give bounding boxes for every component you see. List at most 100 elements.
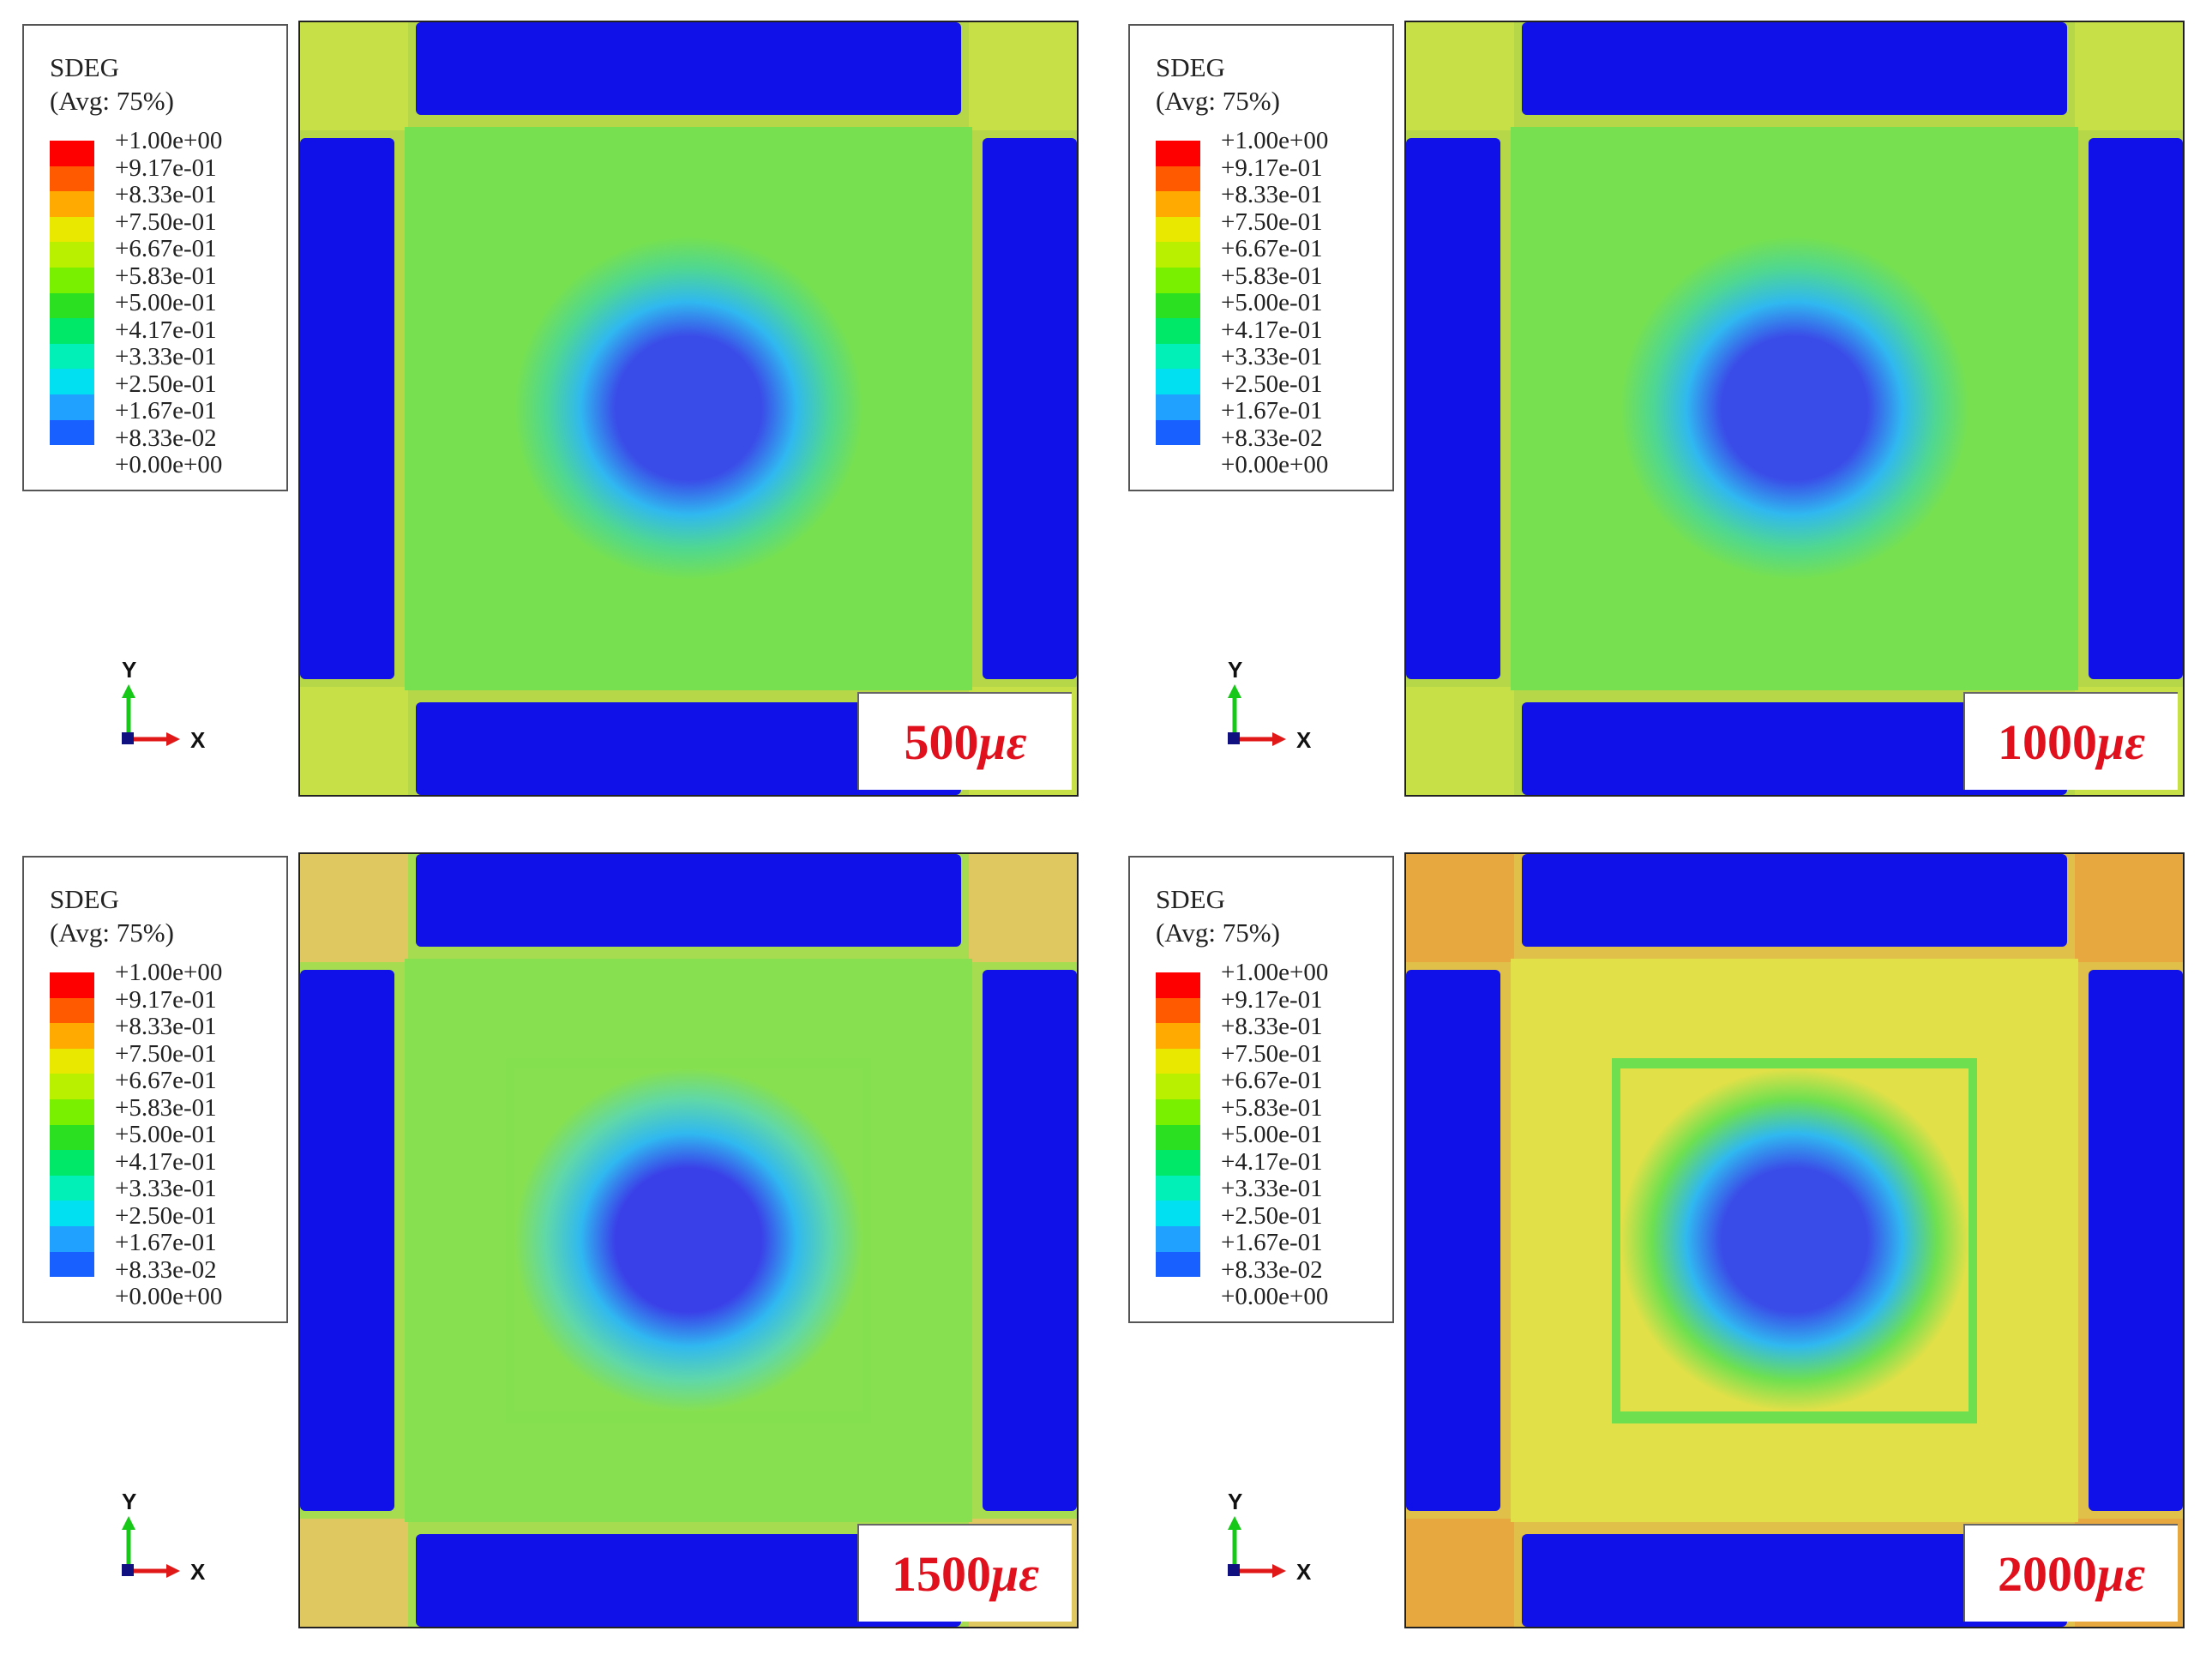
- legend: SDEG (Avg: 75%) +1.00e+00 +9.17e-01 +8.33e…: [22, 856, 288, 1323]
- legend-tick-label: +7.50e-01: [115, 208, 217, 236]
- color-bar-segment: [1156, 1175, 1200, 1201]
- corner-region: [300, 22, 408, 130]
- color-bar-segment: [50, 1048, 94, 1074]
- axis-x-arrowhead: [1272, 732, 1286, 746]
- legend-tick-label: +8.33e-01: [115, 181, 217, 208]
- color-bar-segment: [50, 1023, 94, 1049]
- color-bar-segment: [1156, 242, 1200, 268]
- color-bar-segment: [1156, 343, 1200, 370]
- corner-region: [2075, 22, 2183, 130]
- corner-region: [1406, 854, 1514, 962]
- rib-top: [1522, 22, 2067, 115]
- legend-tick-label: +5.00e-01: [115, 1121, 217, 1148]
- strain-unit: με: [2096, 1545, 2146, 1602]
- contour-svg: [300, 22, 1077, 795]
- damage-core: [514, 237, 863, 580]
- strain-value: 500: [904, 713, 979, 770]
- contour-panel-1: SDEG (Avg: 75%) +1.00e+00 +9.17e-01 +8.33e…: [0, 0, 1106, 823]
- axis-triad: Y X: [111, 1489, 223, 1595]
- legend-tick-label: +9.17e-01: [1221, 985, 1323, 1014]
- contour-panel-2: SDEG (Avg: 75%) +1.00e+00 +9.17e-01 +8.33e…: [1106, 0, 2212, 823]
- color-bar-segment: [50, 419, 94, 446]
- legend-tick-label: +9.17e-01: [115, 153, 217, 182]
- rib-top: [1522, 854, 2067, 947]
- color-bar-segment: [50, 318, 94, 344]
- contour-svg: [1406, 22, 2183, 795]
- strain-value: 1500: [891, 1545, 991, 1602]
- axis-triad: Y X: [111, 657, 223, 763]
- legend-tick-label: +2.50e-01: [1221, 1201, 1323, 1230]
- axis-z-marker: [122, 732, 134, 744]
- color-bar-segment: [1156, 1251, 1200, 1278]
- color-bar-segment: [50, 1225, 94, 1252]
- damage-core: [1620, 237, 1969, 580]
- legend-avg: (Avg: 75%): [1156, 86, 1280, 116]
- color-bar-segment: [50, 242, 94, 268]
- axis-x-arrowhead: [1272, 1564, 1286, 1578]
- legend-tick-label: +1.00e+00: [115, 959, 223, 986]
- legend-tick-label: +5.00e-01: [1221, 1121, 1323, 1148]
- color-bar-segment: [1156, 1098, 1200, 1125]
- legend-tick-label: +8.33e-02: [1221, 424, 1323, 452]
- color-bar-segment: [1156, 141, 1200, 166]
- axis-y-arrowhead: [1228, 1516, 1241, 1530]
- strain-label: 1500με: [857, 1524, 1072, 1622]
- corner-region: [1406, 687, 1514, 795]
- legend-tick-label: +6.67e-01: [115, 235, 217, 262]
- axis-y-arrowhead: [122, 684, 135, 698]
- strain-label: 500με: [857, 692, 1072, 790]
- legend-tick-label: +2.50e-01: [115, 1201, 217, 1230]
- legend-title: SDEG: [50, 884, 119, 914]
- legend-tick-label: +2.50e-01: [1221, 370, 1323, 398]
- legend-tick-label: +5.83e-01: [1221, 1093, 1323, 1122]
- rib-top: [416, 854, 961, 947]
- color-bar-segment: [50, 216, 94, 243]
- axis-x-label: X: [1296, 727, 1312, 753]
- color-bar-segment: [1156, 1201, 1200, 1226]
- color-bar: [50, 972, 94, 1278]
- axis-y-arrowhead: [1228, 684, 1241, 698]
- contour-svg: [300, 854, 1077, 1627]
- legend-tick-label: +5.83e-01: [115, 1093, 217, 1122]
- color-bar-segment: [50, 292, 94, 319]
- legend-tick-label: +4.17e-01: [115, 1147, 217, 1176]
- legend-tick-label: +3.33e-01: [1221, 1175, 1323, 1202]
- legend-tick-label: +5.83e-01: [1221, 262, 1323, 290]
- color-bar-segment: [50, 997, 94, 1024]
- color-bar-segment: [1156, 191, 1200, 217]
- legend-tick-label: +7.50e-01: [1221, 1039, 1323, 1068]
- legend: SDEG (Avg: 75%) +1.00e+00 +9.17e-01 +8.33e…: [22, 24, 288, 491]
- rib-left: [300, 138, 394, 679]
- color-bar-segment: [1156, 216, 1200, 243]
- legend-avg: (Avg: 75%): [50, 918, 174, 948]
- rib-left: [300, 970, 394, 1511]
- color-bar-segment: [1156, 394, 1200, 420]
- color-bar-segment: [50, 1098, 94, 1125]
- legend-avg: (Avg: 75%): [1156, 918, 1280, 948]
- color-bar-segment: [50, 1251, 94, 1278]
- legend-tick-label: +1.67e-01: [1221, 397, 1323, 424]
- axis-x-arrowhead: [166, 1564, 180, 1578]
- legend-tick-label: +9.17e-01: [1221, 153, 1323, 182]
- rib-left: [1406, 970, 1500, 1511]
- strain-label: 2000με: [1963, 1524, 2178, 1622]
- rib-bottom: [416, 702, 961, 795]
- damage-core: [1620, 1068, 1969, 1411]
- legend-tick-label: +1.00e+00: [1221, 959, 1329, 986]
- axis-triad: Y X: [1217, 1489, 1329, 1595]
- color-bar-segment: [50, 343, 94, 370]
- color-bar-segment: [1156, 419, 1200, 446]
- legend-tick-label: +0.00e+00: [1221, 1283, 1329, 1310]
- legend-tick-label: +4.17e-01: [1221, 1147, 1323, 1176]
- axis-y-label: Y: [1228, 1492, 1242, 1514]
- damage-core: [514, 1068, 863, 1411]
- rib-bottom: [1522, 1534, 2067, 1627]
- color-bar-segment: [1156, 292, 1200, 319]
- corner-region: [300, 1519, 408, 1627]
- color-bar-segment: [1156, 1124, 1200, 1151]
- legend-tick-label: +1.00e+00: [1221, 127, 1329, 154]
- strain-value: 1000: [1997, 713, 2097, 770]
- corner-region: [1406, 1519, 1514, 1627]
- rib-right: [2089, 138, 2183, 679]
- axis-x-label: X: [1296, 1559, 1312, 1585]
